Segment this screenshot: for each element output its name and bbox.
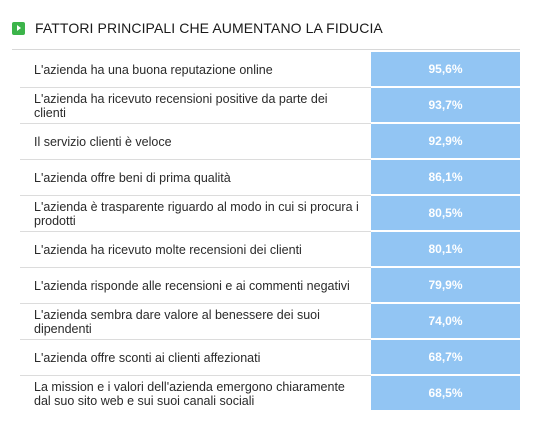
row-label: L'azienda sembra dare valore al benesser… [34,308,320,336]
table-row: L'azienda risponde alle recensioni e ai … [20,268,520,304]
table-row: L'azienda ha ricevuto molte recensioni d… [20,232,520,268]
value-label: 68,5% [428,386,463,400]
table-row: L'azienda sembra dare valore al benesser… [20,304,520,340]
row-label: L'azienda offre sconti ai clienti affezi… [34,351,261,365]
value-bar [371,340,520,374]
table-row: Il servizio clienti è veloce 92,9% [20,124,520,160]
value-bar [371,160,520,194]
row-label: L'azienda ha ricevuto recensioni positiv… [34,92,328,120]
chart-header: FATTORI PRINCIPALI CHE AUMENTANO LA FIDU… [12,15,383,41]
table-row: L'azienda è trasparente riguardo al modo… [20,196,520,232]
value-label: 80,5% [428,206,463,220]
value-label: 95,6% [428,62,463,76]
value-label: 79,9% [428,278,463,292]
value-bar [371,88,520,122]
table-row: La mission e i valori dell'azienda emerg… [20,376,520,412]
row-label: L'azienda ha una buona reputazione onlin… [34,63,273,77]
value-bar [371,52,520,86]
title-divider [12,49,520,50]
value-cell: 80,1% [371,232,520,268]
row-label: La mission e i valori dell'azienda emerg… [34,380,345,408]
row-label: L'azienda è trasparente riguardo al modo… [34,200,359,228]
value-label: 86,1% [428,170,463,184]
value-cell: 68,5% [371,376,520,412]
value-bar [371,196,520,230]
value-label: 74,0% [428,314,463,328]
play-icon [12,21,25,35]
value-cell: 79,9% [371,268,520,304]
row-label: L'azienda risponde alle recensioni e ai … [34,279,350,293]
value-bar [371,268,520,302]
value-cell: 68,7% [371,340,520,376]
table-row: L'azienda ha una buona reputazione onlin… [20,52,520,88]
value-label: 93,7% [428,98,463,112]
value-cell: 95,6% [371,52,520,88]
table-row: L'azienda offre sconti ai clienti affezi… [20,340,520,376]
value-cell: 93,7% [371,88,520,124]
value-cell: 74,0% [371,304,520,340]
value-bar [371,376,520,410]
value-cell: 92,9% [371,124,520,160]
row-label: L'azienda ha ricevuto molte recensioni d… [34,243,302,257]
value-bar [371,232,520,266]
value-label: 68,7% [428,350,463,364]
table-row: L'azienda ha ricevuto recensioni positiv… [20,88,520,124]
value-label: 80,1% [428,242,463,256]
table-row: L'azienda offre beni di prima qualità 86,… [20,160,520,196]
value-cell: 80,5% [371,196,520,232]
value-bar [371,124,520,158]
value-label: 92,9% [428,134,463,148]
row-label: L'azienda offre beni di prima qualità [34,171,231,185]
chart-title: FATTORI PRINCIPALI CHE AUMENTANO LA FIDU… [35,20,383,36]
value-cell: 86,1% [371,160,520,196]
value-bar [371,304,520,338]
trust-factors-table: L'azienda ha una buona reputazione onlin… [20,52,520,412]
row-label: Il servizio clienti è veloce [34,135,172,149]
